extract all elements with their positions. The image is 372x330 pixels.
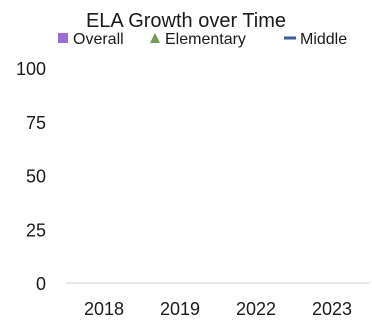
legend-label: Elementary: [165, 31, 246, 48]
legend-item-elementary: Elementary: [150, 31, 246, 48]
chart-title: ELA Growth over Time: [86, 10, 286, 32]
legend: Overall Elementary Middle: [58, 31, 347, 48]
x-tick-label: 2022: [236, 299, 276, 319]
y-tick-label: 50: [26, 167, 46, 187]
legend-label: Middle: [300, 31, 347, 48]
y-tick-label: 25: [26, 220, 46, 240]
y-tick-label: 0: [36, 274, 46, 294]
y-tick-label: 100: [16, 59, 46, 79]
x-tick-label: 2018: [84, 299, 124, 319]
legend-swatch: [150, 33, 160, 43]
legend-swatch: [58, 33, 68, 43]
x-tick-label: 2023: [312, 299, 352, 319]
legend-label: Overall: [73, 31, 124, 48]
x-tick-label: 2019: [160, 299, 200, 319]
x-axis: 2018 2019 2022 2023: [84, 299, 352, 319]
legend-item-middle: Middle: [284, 31, 347, 48]
y-tick-label: 75: [26, 113, 46, 133]
y-axis: 0 25 50 75 100: [16, 59, 46, 294]
legend-item-overall: Overall: [58, 31, 124, 48]
